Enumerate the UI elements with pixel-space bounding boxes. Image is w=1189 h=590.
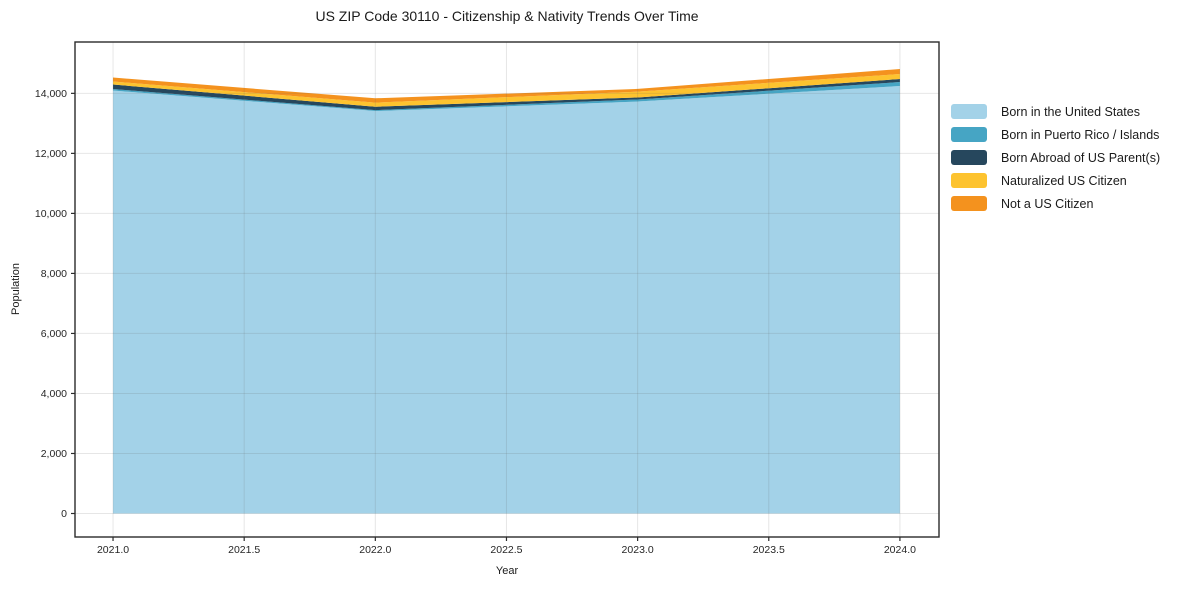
svg-text:2023.5: 2023.5 xyxy=(753,544,785,556)
x-axis-label: Year xyxy=(495,565,519,577)
legend-swatch-born-us xyxy=(951,104,987,119)
legend-label: Born Abroad of US Parent(s) xyxy=(1001,150,1161,165)
legend-label: Not a US Citizen xyxy=(1001,196,1094,211)
svg-text:2023.0: 2023.0 xyxy=(622,544,654,556)
svg-text:4,000: 4,000 xyxy=(41,388,67,400)
legend-item: Born in the United States xyxy=(951,104,1160,119)
legend-label: Born in Puerto Rico / Islands xyxy=(1001,127,1160,142)
svg-text:2021.0: 2021.0 xyxy=(97,544,129,556)
svg-text:8,000: 8,000 xyxy=(41,268,67,280)
legend-item: Born Abroad of US Parent(s) xyxy=(951,150,1160,165)
legend-swatch-not-citizen xyxy=(951,196,987,211)
svg-text:6,000: 6,000 xyxy=(41,328,67,340)
legend: Born in the United States Born in Puerto… xyxy=(951,104,1160,211)
legend-swatch-born-pr xyxy=(951,127,987,142)
svg-text:2024.0: 2024.0 xyxy=(884,544,916,556)
y-axis-label: Population xyxy=(10,263,22,315)
svg-text:2021.5: 2021.5 xyxy=(228,544,260,556)
svg-text:12,000: 12,000 xyxy=(35,148,67,160)
legend-item: Naturalized US Citizen xyxy=(951,173,1160,188)
legend-item: Not a US Citizen xyxy=(951,196,1160,211)
svg-text:2022.5: 2022.5 xyxy=(490,544,522,556)
svg-text:10,000: 10,000 xyxy=(35,208,67,220)
legend-label: Born in the United States xyxy=(1001,104,1140,119)
svg-text:2,000: 2,000 xyxy=(41,448,67,460)
legend-item: Born in Puerto Rico / Islands xyxy=(951,127,1160,142)
svg-text:2022.0: 2022.0 xyxy=(359,544,391,556)
svg-text:14,000: 14,000 xyxy=(35,88,67,100)
legend-label: Naturalized US Citizen xyxy=(1001,173,1127,188)
svg-text:0: 0 xyxy=(61,508,67,520)
legend-swatch-born-abroad xyxy=(951,150,987,165)
legend-swatch-naturalized xyxy=(951,173,987,188)
chart-title: US ZIP Code 30110 - Citizenship & Nativi… xyxy=(315,8,699,24)
